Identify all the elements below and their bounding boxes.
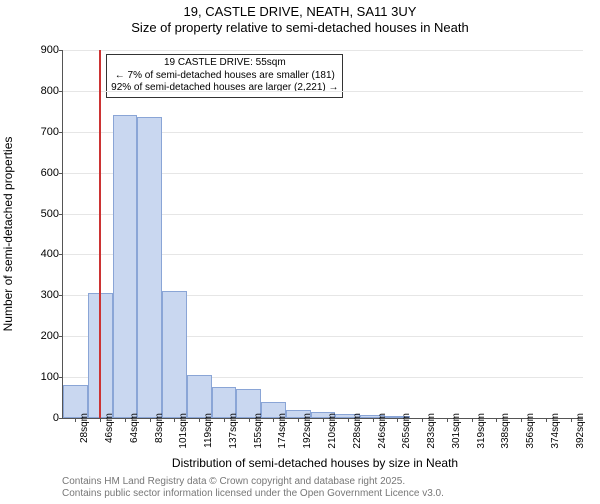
x-tick-mark [273,418,274,422]
x-tick-mark [571,418,572,422]
x-tick: 301sqm [451,413,462,449]
annotation-line2: ← 7% of semi-detached houses are smaller… [111,70,338,83]
x-tick-mark [496,418,497,422]
x-axis-label: Distribution of semi-detached houses by … [172,456,458,470]
x-tick-mark [75,418,76,422]
y-tick-mark [59,418,63,419]
x-tick: 319sqm [476,413,487,449]
x-tick: 137sqm [228,413,239,449]
y-axis-label: Number of semi-detached properties [1,137,15,332]
x-tick-mark [323,418,324,422]
plot-region: 19 CASTLE DRIVE: 55sqm ← 7% of semi-deta… [62,50,583,419]
x-tick-mark [100,418,101,422]
histogram-bar [113,115,138,418]
x-tick-mark [174,418,175,422]
footer-line1: Contains HM Land Registry data © Crown c… [62,476,444,488]
chart-title-block: 19, CASTLE DRIVE, NEATH, SA11 3UY Size o… [0,4,600,35]
x-tick-mark [521,418,522,422]
histogram-bar [137,117,162,418]
x-tick-mark [373,418,374,422]
x-tick-mark [472,418,473,422]
x-tick-mark [348,418,349,422]
x-tick-mark [298,418,299,422]
annotation-line1: 19 CASTLE DRIVE: 55sqm [111,57,338,70]
footer-attribution: Contains HM Land Registry data © Crown c… [62,476,444,500]
x-tick-mark [224,418,225,422]
x-tick-mark [249,418,250,422]
x-tick-mark [125,418,126,422]
x-tick: 356sqm [525,413,536,449]
gridline [63,91,583,92]
histogram-bar [187,375,212,418]
x-tick-mark [199,418,200,422]
x-tick: 192sqm [302,413,313,449]
x-tick: 374sqm [550,413,561,449]
chart-title-line1: 19, CASTLE DRIVE, NEATH, SA11 3UY [0,4,600,19]
x-tick: 392sqm [575,413,586,449]
reference-line [99,50,101,418]
x-tick: 246sqm [377,413,388,449]
x-tick: 101sqm [178,413,189,449]
histogram-bar [162,291,187,418]
x-tick: 265sqm [401,413,412,449]
x-tick-mark [447,418,448,422]
chart-title-line2: Size of property relative to semi-detach… [0,20,600,35]
x-tick-mark [397,418,398,422]
x-tick: 210sqm [327,413,338,449]
gridline [63,50,583,51]
x-tick: 283sqm [426,413,437,449]
x-tick: 228sqm [352,413,363,449]
x-tick-mark [150,418,151,422]
x-tick: 155sqm [253,413,264,449]
x-tick: 338sqm [500,413,511,449]
x-tick: 119sqm [203,413,214,448]
x-tick-mark [422,418,423,422]
annotation-line3: 92% of semi-detached houses are larger (… [111,82,338,95]
x-tick: 174sqm [277,413,288,449]
footer-line2: Contains public sector information licen… [62,488,444,500]
chart-area: Number of semi-detached properties 19 CA… [48,50,582,418]
x-tick-mark [546,418,547,422]
